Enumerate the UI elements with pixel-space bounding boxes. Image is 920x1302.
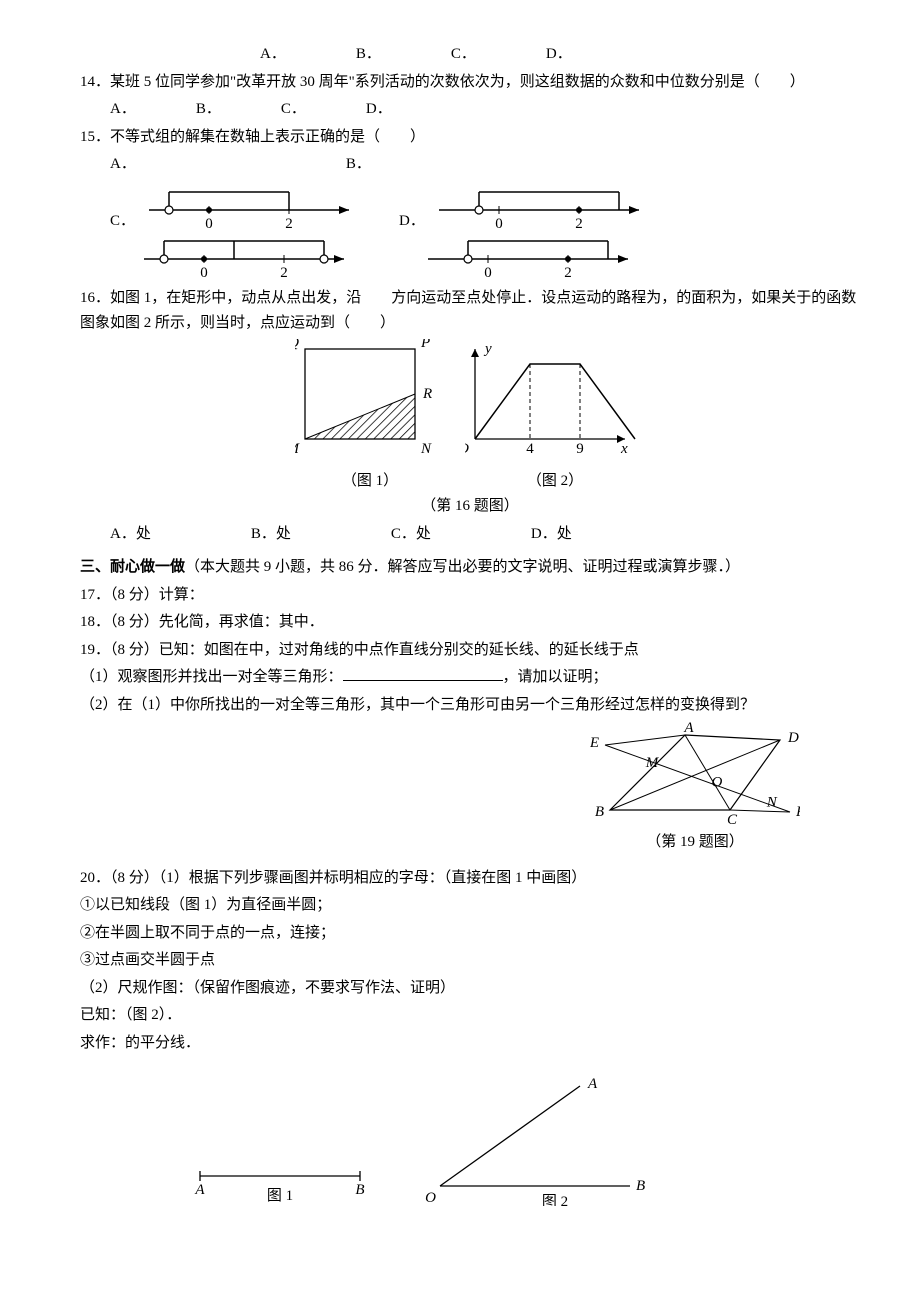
svg-text:E: E	[590, 735, 599, 751]
q15-top-opts: A． B．	[80, 152, 860, 178]
svg-text:0: 0	[200, 265, 208, 281]
q19-caption: （第 19 题图）	[590, 830, 800, 856]
svg-text:O: O	[465, 441, 469, 457]
q16-caption: （第 16 题图）	[80, 494, 860, 520]
svg-text:N: N	[420, 441, 432, 457]
svg-text:M: M	[645, 755, 660, 771]
q16-opt-b[interactable]: B．处	[251, 522, 291, 548]
svg-text:Q: Q	[295, 339, 299, 351]
svg-text:F: F	[795, 804, 800, 820]
q16-opt-a[interactable]: A．处	[110, 522, 151, 548]
q16-opt-c[interactable]: C．处	[391, 522, 431, 548]
svg-text:9: 9	[576, 441, 584, 457]
svg-text:0: 0	[484, 265, 492, 281]
q13-options: A． B． C． D．	[80, 42, 860, 68]
svg-text:图 1: 图 1	[267, 1187, 293, 1204]
svg-text:2: 2	[280, 265, 288, 281]
q19-blank[interactable]	[343, 665, 503, 681]
svg-text:B: B	[355, 1182, 364, 1198]
svg-text:O: O	[425, 1190, 436, 1206]
q14-opt-d[interactable]: D．	[366, 97, 392, 123]
svg-text:y: y	[483, 341, 492, 357]
q20-stem: 20．（8 分）（1）根据下列步骤画图并标明相应的字母：（直接在图 1 中画图）	[80, 866, 860, 892]
q14-options: A． B． C． D．	[80, 97, 860, 123]
q18: 18．（8 分）先化简，再求值：其中．	[80, 610, 860, 636]
q20-figure1: A B 图 1	[180, 1096, 380, 1206]
q14-opt-b[interactable]: B．	[196, 97, 221, 123]
q15-opt-a[interactable]: A．	[110, 152, 136, 178]
q15-numberlines-row1: C． 02 D． 02	[80, 180, 860, 235]
q19-fig-wrap: A D B C E F O M N （第 19 题图）	[80, 720, 860, 856]
section3-head: 三、耐心做一做	[80, 559, 185, 575]
q14-opt-c[interactable]: C．	[281, 97, 306, 123]
q19-p1-tail: ，请加以证明；	[503, 669, 608, 685]
q20-goal: 求作：的平分线．	[80, 1031, 860, 1057]
q20-s2: ②在半圆上取不同于点的一点，连接；	[80, 921, 860, 947]
q16-fig2-caption: （图 2）	[465, 469, 645, 495]
svg-text:R: R	[422, 386, 432, 402]
svg-text:N: N	[766, 794, 778, 810]
q20-s1: ①以已知线段（图 1）为直径画半圆；	[80, 893, 860, 919]
q16-opt-d[interactable]: D．处	[531, 522, 572, 548]
q16-figure2: Ox y 4 9	[465, 339, 645, 469]
q15-numberlines-row2: 02 02	[80, 229, 860, 284]
svg-text:B: B	[636, 1178, 645, 1194]
svg-text:图 2: 图 2	[542, 1193, 568, 1206]
q19-figure: A D B C E F O M N	[590, 720, 800, 830]
q16-figs: Q P R M N （图 1） Ox y 4 9 （图 2）	[80, 339, 860, 495]
q20-known: 已知：（图 2）．	[80, 1003, 860, 1029]
q14-opt-a[interactable]: A．	[110, 97, 136, 123]
svg-text:A: A	[194, 1182, 205, 1198]
q20-s3: ③过点画交半圆于点	[80, 948, 860, 974]
svg-text:A: A	[587, 1076, 598, 1092]
q15-stem: 15．不等式组的解集在数轴上表示正确的是（ ）	[80, 125, 860, 151]
svg-text:M: M	[295, 441, 301, 457]
q16-options: A．处 B．处 C．处 D．处	[80, 522, 860, 548]
numberline-c: 02	[139, 180, 369, 235]
q19-stem: 19．（8 分）已知：如图在中，过对角线的中点作直线分别交的延长线、的延长线于点	[80, 638, 860, 664]
q19-p1: （1）观察图形并找出一对全等三角形： ，请加以证明；	[80, 665, 860, 691]
q14-stem: 14．某班 5 位同学参加"改革开放 30 周年"系列活动的次数依次为，则这组数…	[80, 70, 860, 96]
q13-opt-b[interactable]: B．	[356, 42, 381, 68]
svg-text:P: P	[420, 339, 430, 351]
q13-opt-a[interactable]: A．	[260, 42, 286, 68]
q16-figure1: Q P R M N	[295, 339, 445, 469]
svg-text:A: A	[683, 720, 694, 736]
q15-opt-c[interactable]: C．	[110, 209, 135, 235]
q13-opt-d[interactable]: D．	[546, 42, 572, 68]
q19-p2: （2）在（1）中你所找出的一对全等三角形，其中一个三角形可由另一个三角形经过怎样…	[80, 693, 860, 719]
svg-text:O: O	[712, 775, 723, 791]
svg-text:4: 4	[526, 441, 534, 457]
q17: 17．（8 分）计算：	[80, 583, 860, 609]
numberline-d2: 02	[418, 229, 648, 284]
svg-text:2: 2	[564, 265, 572, 281]
q20-figure2: O B A 图 2	[420, 1066, 660, 1206]
section3-title: 三、耐心做一做（本大题共 9 小题，共 86 分．解答应写出必要的文字说明、证明…	[80, 555, 860, 581]
svg-text:x: x	[620, 441, 628, 457]
q13-opt-c[interactable]: C．	[451, 42, 476, 68]
svg-text:B: B	[595, 804, 604, 820]
section3-tail: （本大题共 9 小题，共 86 分．解答应写出必要的文字说明、证明过程或演算步骤…	[185, 559, 740, 575]
q15-opt-b[interactable]: B．	[346, 152, 371, 178]
q20-p2: （2）尺规作图：（保留作图痕迹，不要求写作法、证明）	[80, 976, 860, 1002]
q16-stem: 16．如图 1，在矩形中，动点从点出发，沿 方向运动至点处停止．设点运动的路程为…	[80, 286, 860, 337]
numberline-c2: 02	[134, 229, 364, 284]
svg-text:D: D	[787, 730, 799, 746]
numberline-d: 02	[429, 180, 659, 235]
q16-fig1-caption: （图 1）	[295, 469, 445, 495]
q20-figs: A B 图 1 O B A 图 2	[80, 1066, 860, 1206]
q19-p1-text: （1）观察图形并找出一对全等三角形：	[80, 669, 343, 685]
svg-text:C: C	[727, 812, 738, 828]
